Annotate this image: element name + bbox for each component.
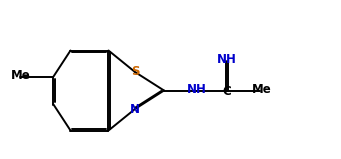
Text: C: C xyxy=(223,85,232,98)
Text: NH: NH xyxy=(217,53,237,66)
Text: Me: Me xyxy=(252,83,271,96)
Text: S: S xyxy=(131,65,139,78)
Text: N: N xyxy=(130,103,140,116)
Text: NH: NH xyxy=(187,83,206,96)
Text: Me: Me xyxy=(11,69,31,82)
